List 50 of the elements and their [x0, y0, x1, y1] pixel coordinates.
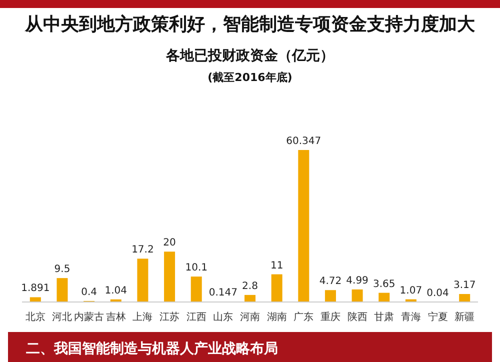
text: (截至2016年底)	[208, 71, 292, 84]
bar	[164, 252, 176, 302]
bar	[459, 294, 470, 302]
x-tick-label: 河南	[240, 311, 260, 323]
data-label: 2.8	[242, 280, 258, 292]
x-tick-label: 江西	[186, 311, 206, 323]
x-tick-label: 吉林	[106, 311, 126, 323]
data-label: 0.4	[81, 286, 98, 298]
x-tick-label: 新疆	[454, 311, 475, 323]
x-tick-label: 重庆	[320, 311, 340, 323]
bar	[30, 297, 41, 302]
bar	[271, 274, 282, 302]
text: 二、我国智能制造与机器人产业战略布局	[26, 340, 278, 357]
bar	[190, 276, 202, 302]
data-label: 3.65	[372, 278, 396, 290]
data-label: 20	[163, 238, 176, 249]
bar	[298, 150, 310, 302]
chart-subtitle: 各地已投财政资金（亿元）	[165, 48, 334, 64]
data-label: 4.72	[319, 276, 342, 288]
data-label: 1.891	[21, 283, 50, 294]
data-label: 3.17	[453, 280, 476, 292]
chart-title: 从中央到地方政策利好，智能制造专项资金支持力度加大	[24, 14, 476, 35]
x-tick-label: 青海	[400, 311, 421, 323]
bar	[378, 292, 390, 302]
data-label: 0.04	[426, 288, 449, 299]
x-tick-label: 陕西	[347, 311, 368, 323]
x-tick-label: 山东	[213, 311, 234, 323]
x-tick-label: 北京	[25, 311, 46, 323]
x-tick-label: 宁夏	[428, 311, 448, 323]
data-label: 4.99	[346, 275, 368, 286]
data-label: 1.04	[104, 285, 128, 296]
x-tick-label: 内蒙古	[74, 311, 104, 323]
data-label: 10.1	[185, 262, 208, 274]
x-tick-label: 湖南	[266, 311, 287, 323]
data-label: 0.147	[208, 288, 238, 299]
data-label: 17.2	[132, 244, 154, 256]
x-tick-label: 江苏	[160, 311, 180, 323]
x-tick-label: 甘肃	[374, 311, 394, 323]
x-tick-label: 广东	[294, 311, 314, 323]
bar	[352, 289, 363, 302]
x-tick-label: 河北	[52, 311, 72, 323]
data-label: 1.07	[400, 285, 422, 296]
x-tick-label: 上海	[132, 311, 153, 323]
bar	[137, 258, 148, 302]
data-label: 60.347	[286, 136, 322, 147]
data-label: 9.5	[54, 264, 70, 276]
bar	[324, 290, 336, 302]
bar	[56, 278, 68, 302]
bar	[244, 294, 256, 302]
data-label: 11	[270, 260, 284, 272]
